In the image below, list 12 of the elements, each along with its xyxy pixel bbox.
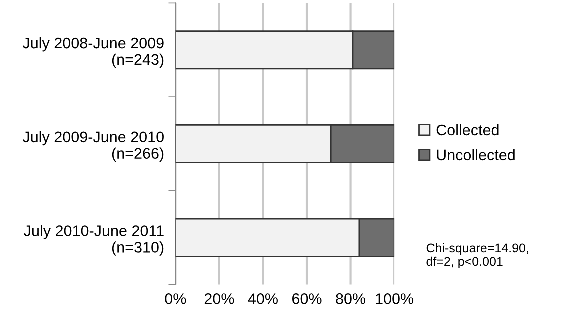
- y-tick-label: July 2009-June 2010 (n=266): [22, 131, 164, 162]
- x-tick-label: 40%: [248, 294, 278, 304]
- x-tick-label: 100%: [376, 294, 414, 304]
- y-tick-label: July 2008-June 2009 (n=243): [22, 37, 164, 68]
- text: Chi-square=14.90, df=2, p<0.001: [426, 243, 528, 269]
- x-tick-label: 0%: [165, 294, 186, 304]
- y-tick-label: July 2010-June 2011 (n=310): [24, 225, 164, 256]
- legend-label: Uncollected: [437, 149, 515, 161]
- x-tick-label: 80%: [336, 294, 366, 304]
- x-tick-label: 20%: [204, 294, 234, 304]
- legend-label: Collected: [436, 124, 499, 136]
- x-tick-label: 60%: [292, 294, 322, 304]
